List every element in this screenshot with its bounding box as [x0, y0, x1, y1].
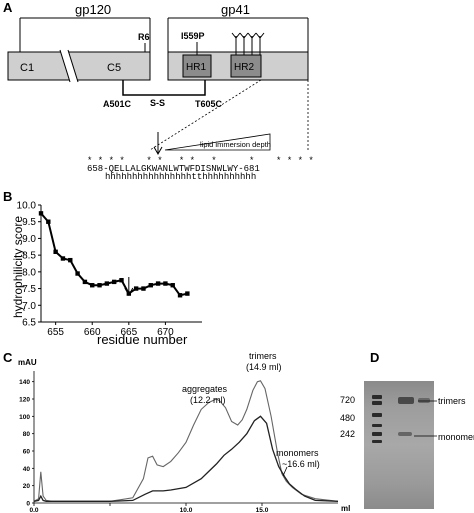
gp120-bracket	[19, 17, 151, 52]
b-data-point	[60, 256, 66, 261]
b-data-point	[82, 279, 88, 285]
b-data-point	[119, 278, 124, 283]
panel-letter-a: A	[3, 0, 13, 15]
annotation-trimers-vol: (14.9 ml)	[246, 362, 282, 372]
b-ytick-label: 7.0	[22, 301, 36, 312]
b-data-point	[97, 283, 102, 288]
gp120-box	[7, 51, 151, 81]
b-ytick-label: 9.0	[22, 234, 36, 245]
gp41-label: gp41	[221, 2, 250, 17]
hr1-label: HR1	[186, 62, 206, 73]
b-data-point	[170, 283, 175, 288]
b-xtick-label: 660	[84, 327, 101, 338]
annotation-aggregates-vol: (12.2 ml)	[190, 395, 226, 405]
lipid-depth-wedge	[164, 133, 271, 151]
c1-label: C1	[20, 62, 34, 74]
b-data-point	[177, 293, 183, 298]
lipid-label: lipid immersion depth	[200, 140, 271, 149]
c-ytick-label: 40	[23, 466, 31, 473]
annotation-trimers: trimers	[249, 351, 277, 361]
gp41-bracket	[167, 17, 309, 52]
c-xtick-label: 0.0	[29, 507, 38, 513]
annotation-aggregates: aggregates	[182, 384, 228, 394]
break-mark	[60, 50, 78, 82]
b-data-point	[38, 211, 44, 216]
panel-letter-d: D	[370, 350, 380, 365]
c-ytick-label: 60	[23, 449, 31, 456]
helix-annotation: hhhhhhhhhhhhhhhhtthhhhhhhhhh	[105, 172, 256, 182]
sequence-text: 658-QELLALGKWANLWTWFDISNWLWY-681	[87, 164, 260, 174]
sample-bands	[398, 397, 430, 436]
b-ytick-label: 8.5	[22, 251, 36, 262]
i559p-label: I559P	[181, 31, 205, 41]
hr2-label: HR2	[234, 62, 254, 73]
b-data-point	[75, 271, 80, 276]
annotation-monomers-vol: ~16.6 ml)	[282, 459, 320, 469]
annotation-monomers: monomers	[276, 448, 319, 458]
b-xtick-label: 655	[47, 327, 64, 338]
a501c-label: A501C	[103, 99, 132, 109]
star-markers: * * * * * * * * * * * * * *	[87, 156, 314, 166]
b-data-point	[148, 283, 153, 288]
hr2-domain	[230, 54, 262, 78]
b-data-point	[46, 219, 51, 224]
c-ytick-label: 100	[19, 414, 30, 421]
panel-letter-c: C	[3, 350, 13, 365]
c-ytick-label: 20	[23, 483, 31, 490]
c5-label: C5	[107, 62, 121, 74]
t605c-label: T605C	[195, 99, 223, 109]
b-ylabel: hydrophilicity score	[11, 216, 25, 318]
ladder-bands	[372, 395, 382, 443]
gel-trimers-label: trimers	[438, 396, 466, 406]
b-data-point	[141, 286, 146, 291]
disulfide-bridge	[122, 80, 206, 96]
glycan-marks	[231, 32, 265, 55]
b-ytick-label: 8.0	[22, 267, 36, 278]
c-ylabel: mAU	[18, 358, 37, 367]
b-xlabel: residue number	[97, 332, 188, 347]
b-ytick-label: 6.5	[22, 318, 36, 329]
b-data-point	[53, 249, 58, 254]
b-data-point	[104, 281, 110, 286]
b-ytick-label: 7.5	[22, 284, 36, 295]
c-ytick-label: 80	[23, 431, 31, 438]
panel-letter-b: B	[3, 189, 13, 204]
c-ytick-label: 140	[19, 379, 30, 386]
b-data-point	[163, 281, 168, 286]
b-data-point	[111, 279, 117, 285]
panel-a-diagram: gp120 gp41 C1 C5 HR1 HR2 R6 I559P S-S A5…	[7, 2, 314, 182]
ss-label: S-S	[150, 98, 165, 108]
b-arrow-head	[124, 287, 134, 297]
gel-monomers-label: monomers	[438, 432, 474, 442]
b-data-point	[155, 281, 161, 286]
b-data-point	[90, 283, 95, 288]
c-xlabel: ml	[341, 504, 350, 513]
b-ytick-label: 10.0	[17, 201, 37, 212]
c-ytick-label: 0	[26, 501, 30, 508]
marker-720: 720	[340, 395, 355, 405]
b-data-point	[185, 291, 190, 296]
b-xtick-label: 665	[120, 327, 137, 338]
marker-480: 480	[340, 413, 355, 423]
b-data-point	[68, 257, 73, 263]
gp120-label: gp120	[75, 2, 111, 17]
marker-242: 242	[340, 429, 355, 439]
b-xtick-label: 670	[157, 327, 174, 338]
b-data-point	[133, 286, 139, 291]
chromatogram-trace-2	[33, 415, 339, 502]
r6-label: R6	[138, 32, 150, 42]
b-ytick-label: 9.5	[22, 217, 36, 228]
c-ytick-label: 120	[19, 397, 30, 404]
c-xtick-label: 10.0	[180, 507, 193, 513]
c-xtick-label: 15.0	[256, 507, 269, 513]
